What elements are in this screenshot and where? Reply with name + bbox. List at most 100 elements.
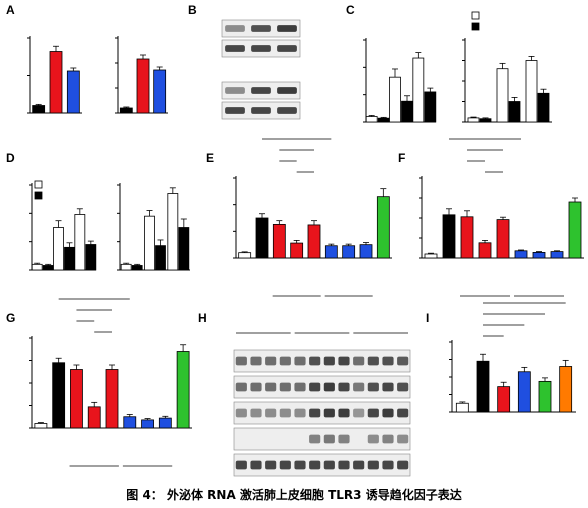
panel-letter-f: F — [398, 151, 405, 165]
blot-band — [382, 382, 394, 392]
bar — [497, 386, 511, 413]
blot-band — [382, 356, 394, 366]
blot-band — [309, 408, 321, 418]
bar-control — [365, 116, 378, 123]
blot-band — [323, 460, 335, 470]
blot-band — [279, 356, 291, 366]
bar — [496, 219, 510, 259]
bar — [87, 406, 101, 429]
bar-control — [496, 68, 509, 123]
blot-band — [353, 408, 365, 418]
blot-band — [225, 107, 245, 114]
blot-band — [338, 434, 350, 444]
blot-band — [235, 382, 247, 392]
blot-band — [277, 107, 297, 114]
bar — [32, 105, 46, 114]
blot-band — [225, 45, 245, 52]
bar-knockout — [64, 246, 75, 271]
bar-knockout — [479, 118, 492, 123]
bar-knockout — [178, 227, 190, 271]
blot-band — [323, 434, 335, 444]
blot-band — [225, 87, 245, 94]
bar — [532, 251, 546, 259]
blot-band — [338, 356, 350, 366]
blot-band — [265, 382, 277, 392]
bar — [460, 216, 474, 259]
bar — [359, 244, 373, 259]
chart-f-cxcl2 — [419, 138, 584, 297]
blot-membrane — [233, 375, 411, 399]
bar — [158, 417, 172, 429]
bar — [550, 251, 564, 259]
chart-c-cxcl5 — [462, 11, 552, 123]
blot-band — [382, 434, 394, 444]
chart-c-cxcl2 — [363, 38, 437, 123]
legend-swatch — [34, 191, 43, 200]
panel-letter-d: D — [6, 151, 15, 165]
bar-knockout — [424, 91, 437, 123]
blot-band — [309, 382, 321, 392]
blot-band — [251, 45, 271, 52]
blot-band — [338, 460, 350, 470]
panel-letter-g: G — [6, 311, 15, 325]
bar — [153, 69, 167, 114]
bar-knockout — [508, 101, 521, 123]
bar-control — [31, 263, 43, 271]
panel-letter-e: E — [206, 151, 214, 165]
figure-caption: 图 4： 外泌体 RNA 激活肺上皮细胞 TLR3 诱导趋化因子表达 — [126, 488, 462, 502]
blot-band — [279, 382, 291, 392]
bar — [376, 196, 390, 259]
blot-band — [397, 382, 409, 392]
chart-a-tlr3-mle12 — [115, 36, 168, 114]
bar — [176, 351, 190, 429]
blot-band — [294, 408, 306, 418]
bar — [255, 217, 269, 259]
bar — [455, 402, 469, 413]
bar — [324, 245, 338, 259]
bar-control — [167, 193, 179, 271]
bar — [136, 58, 150, 114]
bar — [238, 252, 252, 259]
blot-band — [338, 408, 350, 418]
legend-swatch — [471, 11, 480, 20]
blot-band — [338, 382, 350, 392]
blot-band — [250, 356, 262, 366]
blot-band — [235, 408, 247, 418]
blot-band — [294, 460, 306, 470]
bar — [66, 70, 80, 114]
western-blot-h — [233, 332, 411, 477]
bar-knockout — [401, 100, 413, 123]
blot-band — [277, 45, 297, 52]
blot-band — [323, 408, 335, 418]
blot-membrane — [233, 401, 411, 425]
bar-knockout — [155, 245, 166, 271]
blot-band — [367, 356, 379, 366]
bar — [514, 250, 528, 259]
bar — [123, 416, 137, 429]
bar — [119, 107, 133, 114]
blot-band — [235, 460, 247, 470]
blot-band — [323, 356, 335, 366]
bar-knockout — [537, 92, 550, 123]
blot-band — [367, 408, 379, 418]
blot-band — [251, 107, 271, 114]
blot-band — [279, 460, 291, 470]
blot-membrane — [233, 349, 411, 373]
panel-letter-i: I — [426, 311, 429, 325]
bar — [49, 51, 63, 114]
blot-band — [367, 460, 379, 470]
legend-swatch — [471, 22, 480, 31]
bar — [442, 214, 456, 259]
bar — [105, 369, 119, 429]
blot-band — [250, 382, 262, 392]
blot-band — [309, 356, 321, 366]
western-blot-b — [221, 19, 301, 120]
blot-band — [397, 460, 409, 470]
blot-band — [353, 382, 365, 392]
chart-i-tlr3 — [449, 302, 576, 413]
bar-knockout — [42, 265, 54, 271]
blot-band — [382, 460, 394, 470]
bar — [141, 419, 154, 429]
bar — [290, 242, 304, 259]
blot-membrane — [233, 427, 411, 451]
